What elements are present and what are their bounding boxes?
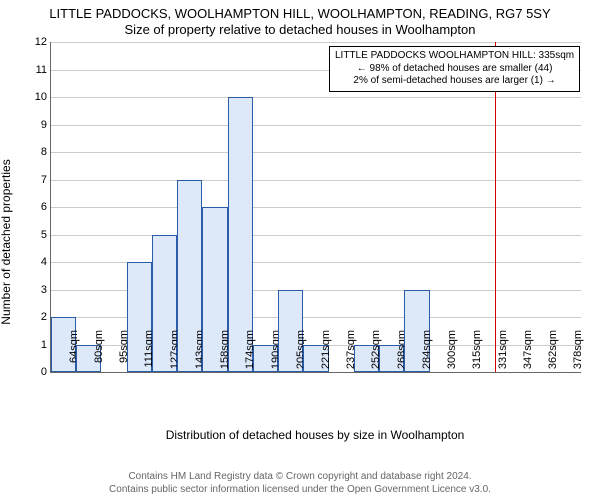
chart-root: LITTLE PADDOCKS, WOOLHAMPTON HILL, WOOLH… — [0, 0, 600, 500]
y-tick-label: 12 — [23, 36, 47, 48]
y-tick-label: 7 — [23, 174, 47, 186]
footer-attribution: Contains HM Land Registry data © Crown c… — [0, 471, 600, 496]
y-tick-label: 6 — [23, 201, 47, 213]
x-axis-label: Distribution of detached houses by size … — [50, 428, 580, 442]
x-tick-label: 284sqm — [421, 330, 433, 376]
gridline — [51, 207, 581, 208]
x-tick-label: 300sqm — [446, 330, 458, 376]
gridline — [51, 152, 581, 153]
info-box: LITTLE PADDOCKS WOOLHAMPTON HILL: 335sqm… — [329, 46, 580, 92]
x-tick-label: 362sqm — [547, 330, 559, 376]
plot-area: 012345678910111264sqm80sqm95sqm111sqm127… — [50, 42, 581, 373]
y-tick-label: 1 — [23, 339, 47, 351]
y-axis-label: Number of detached properties — [0, 159, 13, 324]
footer-line2: Contains public sector information licen… — [109, 484, 491, 495]
y-tick-label: 9 — [23, 119, 47, 131]
x-tick-label: 80sqm — [93, 330, 105, 376]
y-tick-label: 2 — [23, 311, 47, 323]
x-tick-label: 378sqm — [572, 330, 584, 376]
y-tick-label: 8 — [23, 146, 47, 158]
gridline — [51, 97, 581, 98]
chart-area: Number of detached properties 0123456789… — [0, 42, 600, 442]
x-tick-label: 315sqm — [471, 330, 483, 376]
y-tick-label: 5 — [23, 229, 47, 241]
footer-line1: Contains HM Land Registry data © Crown c… — [128, 471, 471, 482]
chart-title: LITTLE PADDOCKS, WOOLHAMPTON HILL, WOOLH… — [0, 0, 600, 22]
chart-subtitle: Size of property relative to detached ho… — [0, 22, 600, 39]
y-tick-label: 3 — [23, 284, 47, 296]
gridline — [51, 180, 581, 181]
info-line2: ← 98% of detached houses are smaller (44… — [335, 63, 574, 76]
gridline — [51, 235, 581, 236]
y-tick-label: 4 — [23, 256, 47, 268]
x-tick-label: 347sqm — [522, 330, 534, 376]
y-tick-label: 0 — [23, 366, 47, 378]
info-line1: LITTLE PADDOCKS WOOLHAMPTON HILL: 335sqm — [335, 50, 574, 63]
marker-line — [495, 42, 496, 372]
x-tick-label: 331sqm — [497, 330, 509, 376]
y-tick-label: 11 — [23, 64, 47, 76]
info-line3: 2% of semi-detached houses are larger (1… — [335, 75, 574, 88]
gridline — [51, 42, 581, 43]
x-tick-label: 221sqm — [320, 330, 332, 376]
gridline — [51, 125, 581, 126]
y-tick-label: 10 — [23, 91, 47, 103]
